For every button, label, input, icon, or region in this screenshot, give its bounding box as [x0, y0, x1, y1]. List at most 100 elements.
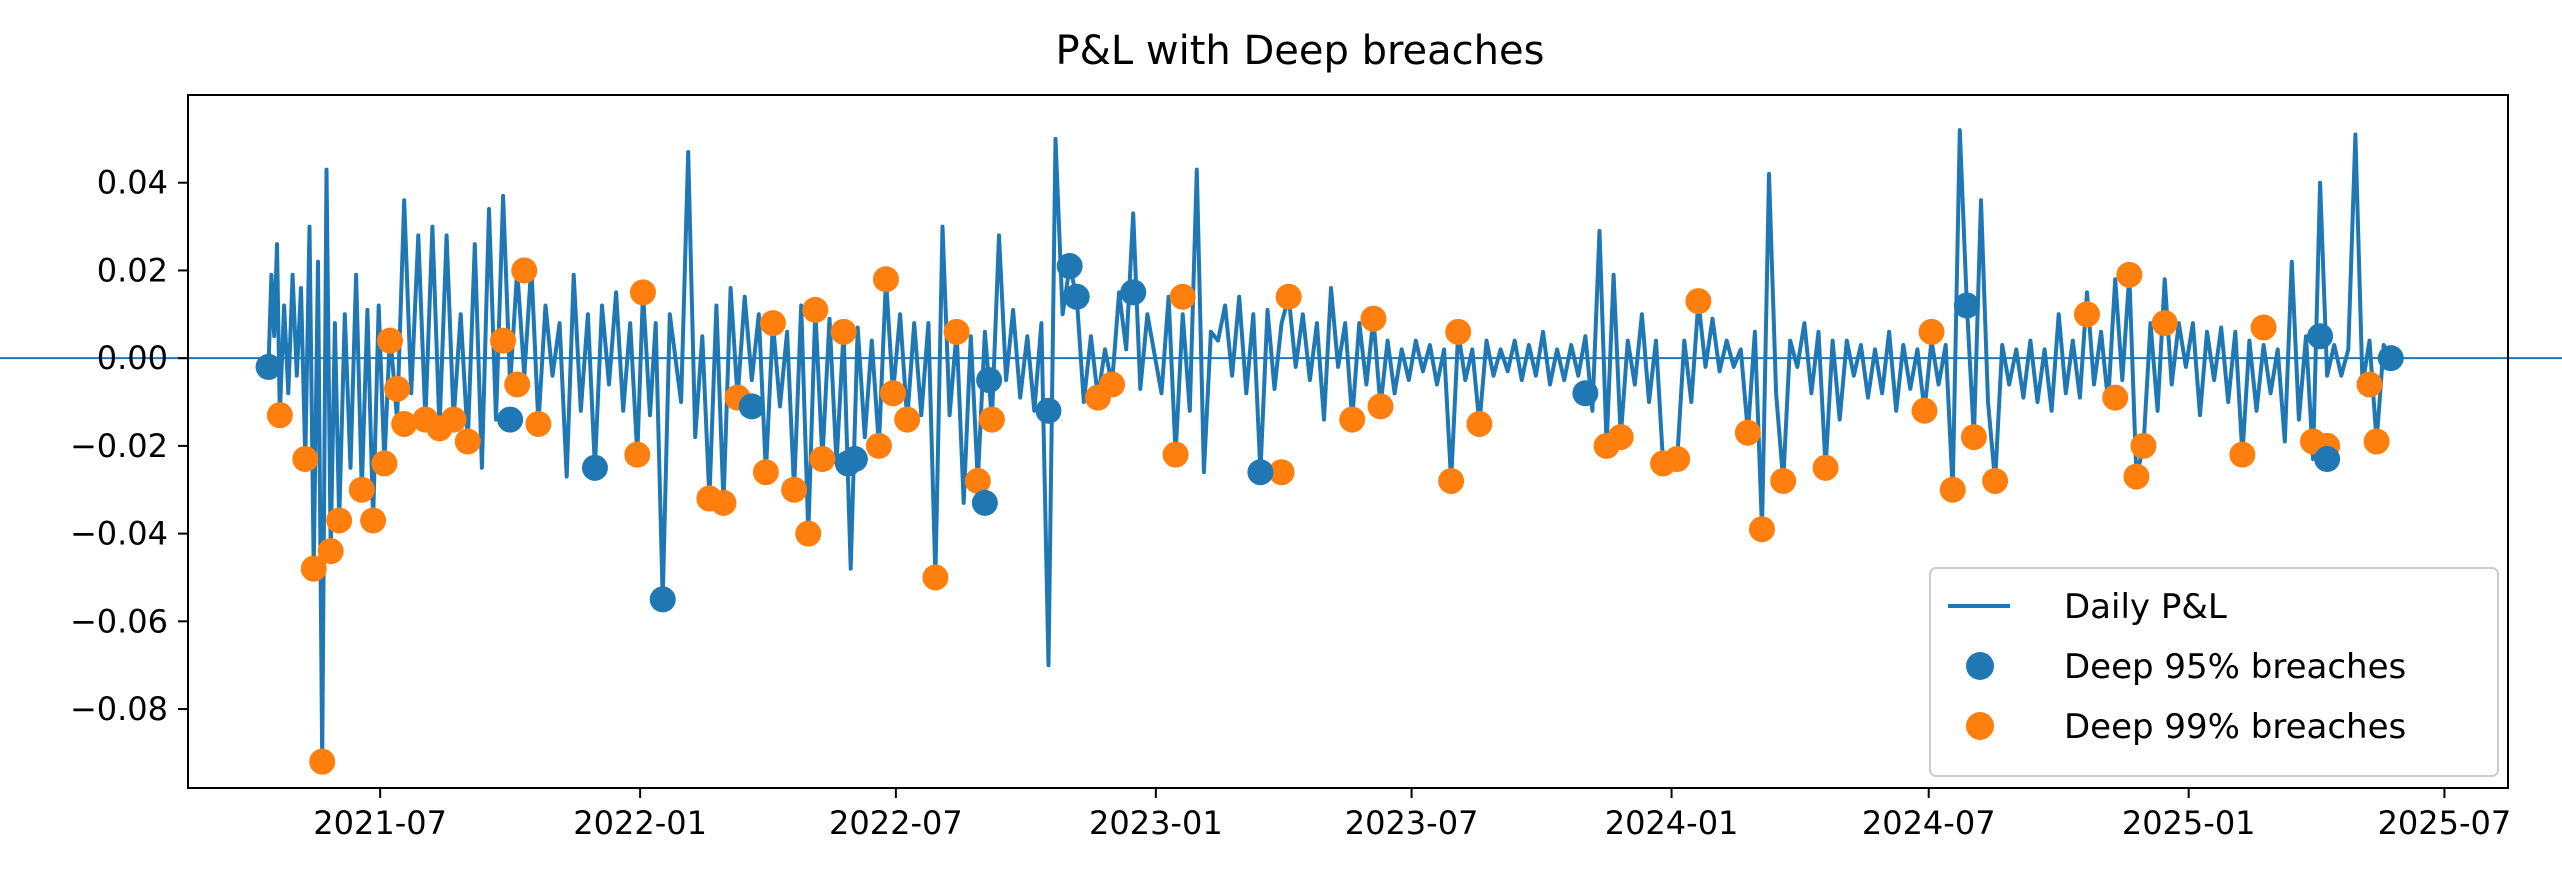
breach-99-point: [2102, 384, 2129, 411]
breach-99-point: [2151, 310, 2178, 337]
breach-99-point: [326, 507, 353, 534]
breach-99-point: [1664, 446, 1691, 473]
breach-99-point: [795, 520, 822, 547]
breach-99-point: [2130, 432, 2157, 459]
breach-99-point: [1812, 454, 1839, 481]
breach-99-point: [1982, 467, 2009, 494]
breach-99-point: [1445, 318, 1472, 345]
breach-95-point: [1063, 283, 1090, 310]
breach-99-point: [1466, 410, 1493, 437]
breach-99-point: [2229, 441, 2256, 468]
breach-99-point: [2116, 261, 2143, 288]
breach-95-point: [497, 406, 524, 433]
breach-99-point: [629, 279, 656, 306]
chart-title: P&L with Deep breaches: [1056, 28, 1545, 74]
breach-99-point: [2363, 428, 2390, 455]
x-tick-label: 2023-01: [1089, 804, 1223, 842]
breach-99-point: [1339, 406, 1366, 433]
breach-95-point: [1035, 397, 1062, 424]
breach-95-layer: [255, 253, 2404, 613]
breach-99-point: [1911, 397, 1938, 424]
breach-99-point: [317, 538, 344, 565]
breach-99-point: [1918, 318, 1945, 345]
breach-95-point: [1056, 253, 1083, 280]
x-tick-label: 2025-07: [2378, 804, 2512, 842]
breach-95-point: [1247, 459, 1274, 486]
breach-99-point: [454, 428, 481, 455]
breach-99-point: [759, 310, 786, 337]
breach-99-point: [802, 296, 829, 323]
x-tick-label: 2022-07: [829, 804, 963, 842]
breach-99-point: [1169, 283, 1196, 310]
breach-95-point: [581, 454, 608, 481]
x-tick-label: 2021-07: [313, 804, 447, 842]
legend-label-daily-pnl: Daily P&L: [2064, 587, 2227, 627]
breach-99-point: [1275, 283, 1302, 310]
y-tick-label: −0.04: [70, 515, 168, 553]
breach-99-point: [348, 476, 375, 503]
breach-99-point: [2356, 371, 2383, 398]
breach-99-point: [1939, 476, 1966, 503]
breach-99-point: [2073, 301, 2100, 328]
daily-pnl-line: [266, 128, 2393, 764]
breach-99-point: [1268, 459, 1295, 486]
breach-99-point: [266, 402, 293, 429]
breach-95-point: [1120, 279, 1147, 306]
breach-99-layer: [266, 257, 2390, 775]
breach-99-point: [391, 410, 418, 437]
x-tick-label: 2025-01: [2122, 804, 2256, 842]
breach-95-point: [971, 489, 998, 516]
breach-99-point: [384, 375, 411, 402]
breach-95-point: [649, 586, 676, 613]
breach-99-point: [781, 476, 808, 503]
legend-frame: [1929, 567, 2499, 777]
breach-99-point: [1770, 467, 1797, 494]
breach-95-point: [1953, 292, 1980, 319]
x-tick-label: 2024-07: [1862, 804, 1996, 842]
breach-99-point: [1438, 467, 1465, 494]
breach-99-point: [1960, 424, 1987, 451]
breach-99-point: [872, 266, 899, 293]
breach-99-point: [894, 406, 921, 433]
breach-99-point: [511, 257, 538, 284]
x-tick-label: 2023-07: [1345, 804, 1479, 842]
legend: Daily P&L Deep 95% breaches Deep 99% bre…: [1929, 567, 2499, 777]
breach-95-point: [1572, 380, 1599, 407]
x-tick-label: 2024-01: [1605, 804, 1739, 842]
x-axis: 2021-07 2022-01 2022-07 2023-01 2023-07 2024-…: [313, 788, 2511, 842]
legend-marker-breach-95: [1966, 652, 1994, 680]
breach-95-point: [841, 446, 868, 473]
breach-99-point: [710, 489, 737, 516]
breach-99-point: [525, 410, 552, 437]
breach-95-point: [738, 393, 765, 420]
breach-99-point: [1734, 419, 1761, 446]
legend-label-breach-95: Deep 95% breaches: [2064, 647, 2406, 687]
breach-99-point: [292, 446, 319, 473]
breach-99-point: [309, 748, 336, 775]
legend-label-breach-99: Deep 99% breaches: [2064, 707, 2406, 747]
breach-99-point: [2250, 314, 2277, 341]
breach-95-point: [976, 367, 1003, 394]
breach-95-point: [2377, 345, 2404, 372]
breach-99-point: [2123, 463, 2150, 490]
y-tick-label: −0.02: [70, 427, 168, 465]
breach-99-point: [964, 467, 991, 494]
breach-99-point: [624, 441, 651, 468]
breach-99-point: [504, 371, 531, 398]
breach-99-point: [300, 555, 327, 582]
y-tick-label: 0.04: [97, 164, 168, 202]
legend-marker-breach-99: [1966, 712, 1994, 740]
breach-99-point: [809, 446, 836, 473]
y-axis: 0.04 0.02 0.00 −0.02 −0.04 −0.06 −0.08: [70, 164, 188, 728]
breach-99-point: [943, 318, 970, 345]
breach-95-point: [255, 353, 282, 380]
breach-95-point: [2307, 323, 2334, 350]
breach-99-point: [440, 406, 467, 433]
breach-99-point: [865, 432, 892, 459]
plot-frame: [187, 94, 2509, 789]
breach-99-point: [1748, 516, 1775, 543]
pnl-line-layer: [266, 128, 2393, 764]
breach-99-point: [978, 406, 1005, 433]
breach-99-point: [922, 564, 949, 591]
